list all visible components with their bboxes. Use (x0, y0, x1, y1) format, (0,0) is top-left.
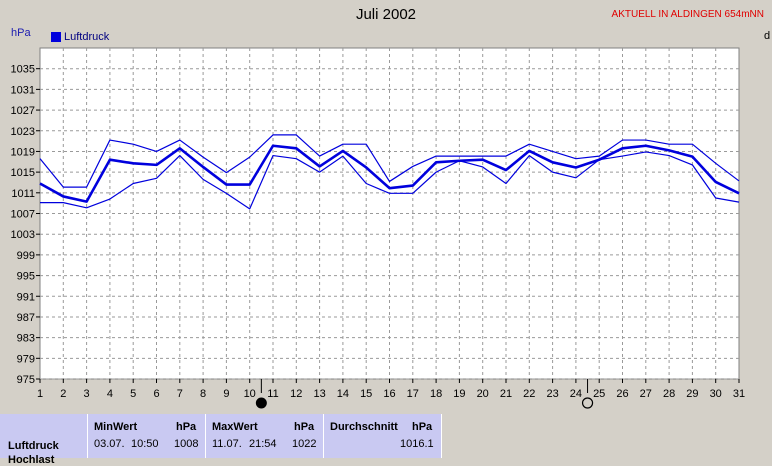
y-tick-label: 1003 (11, 229, 35, 241)
y-tick-label: 995 (17, 271, 35, 283)
avg-header: Durchschnitt (330, 421, 398, 433)
y-tick-label: 999 (17, 250, 35, 262)
legend-swatch (51, 32, 61, 42)
x-tick-label: 21 (500, 388, 512, 400)
avg-value: 1016.1 (400, 438, 434, 450)
min-value: 1008 (174, 438, 199, 450)
min-header: MinWert (94, 421, 138, 433)
y-tick-label: 979 (17, 353, 35, 365)
x-tick-label: 12 (290, 388, 302, 400)
x-tick-label: 31 (733, 388, 745, 400)
x-tick-label: 6 (153, 388, 159, 400)
y-tick-label: 1007 (11, 209, 35, 221)
y-tick-labels: 1035 1031 1027 1023 1019 1015 1011 1007 1003 999 9… (11, 64, 35, 386)
x-tick-label: 2 (60, 388, 66, 400)
y-unit-label: hPa (11, 27, 31, 39)
x-tick-label: 3 (84, 388, 90, 400)
max-unit: hPa (294, 421, 315, 433)
x-tick-label: 10 (244, 388, 256, 400)
y-tick-label: 987 (17, 312, 35, 324)
y-tick-label: 1023 (11, 126, 35, 138)
stats-panel: Luftdruck Hochlast MinWert hPa 03.07. 10… (0, 414, 772, 466)
y-tick-label: 1027 (11, 105, 35, 117)
max-header: MaxWert (212, 421, 258, 433)
min-unit: hPa (176, 421, 197, 433)
x-tick-label: 8 (200, 388, 206, 400)
average-panel: Durchschnitt hPa 1016.1 (324, 414, 442, 458)
stats-label-column: Luftdruck Hochlast (0, 414, 88, 466)
legend-label: Luftdruck (64, 31, 110, 43)
cut-off-label: d (764, 30, 771, 42)
y-tick-label: 975 (17, 374, 35, 386)
min-value-panel: MinWert hPa 03.07. 10:50 1008 (88, 414, 206, 458)
series-line-luftdruck (39, 144, 740, 203)
x-tick-label: 4 (107, 388, 113, 400)
y-tick-label: 1019 (11, 146, 35, 158)
x-tick-label: 1 (37, 388, 43, 400)
x-tick-label: 29 (686, 388, 698, 400)
x-tick-label: 5 (130, 388, 136, 400)
x-tick-label: 25 (593, 388, 605, 400)
x-tick-label: 24 (570, 388, 582, 400)
chart-title: Juli 2002 (355, 6, 417, 23)
series-lines (39, 134, 740, 210)
avg-unit: hPa (412, 421, 433, 433)
y-tick-label: 1035 (11, 64, 35, 76)
min-time: 10:50 (131, 438, 159, 450)
series-line-min (40, 151, 740, 210)
min-date: 03.07. (94, 438, 125, 450)
x-tick-label: 27 (640, 388, 652, 400)
stats-row-label-next: Hochlast (8, 454, 55, 466)
y-tick-label: 1015 (11, 167, 35, 179)
x-tick-label: 28 (663, 388, 675, 400)
x-tick-label: 18 (430, 388, 442, 400)
y-tick-label: 991 (17, 291, 35, 303)
new-moon-icon (255, 397, 267, 409)
max-time: 21:54 (249, 438, 277, 450)
x-tick-label: 26 (616, 388, 628, 400)
x-tick-labels: 1 2 3 4 5 6 7 8 9 10 11 12 13 14 15 16 17 18 19 20 21 22 23 24 2… (37, 388, 745, 400)
x-tick-label: 13 (313, 388, 325, 400)
series-line-max (39, 134, 740, 188)
x-tick-label: 30 (710, 388, 722, 400)
full-moon-icon (581, 397, 594, 409)
pressure-chart: 1035103110271023101910151011100710039999… (11, 47, 745, 409)
y-tick-label: 1011 (11, 188, 35, 200)
x-tick-label: 20 (477, 388, 489, 400)
y-tick-label: 1031 (11, 84, 35, 96)
x-tick-label: 22 (523, 388, 535, 400)
moon-phase-markers (255, 379, 594, 409)
x-tick-label: 9 (223, 388, 229, 400)
x-tick-label: 16 (383, 388, 395, 400)
x-tick-label: 17 (407, 388, 419, 400)
x-tick-label: 23 (546, 388, 558, 400)
max-value-panel: MaxWert hPa 11.07. 21:54 1022 (206, 414, 324, 458)
legend: Luftdruck (51, 31, 109, 43)
max-date: 11.07. (212, 438, 242, 450)
x-tick-label: 19 (453, 388, 465, 400)
max-value: 1022 (292, 438, 317, 450)
stats-row-label: Luftdruck (8, 440, 59, 452)
station-label: AKTUELL IN ALDINGEN 654mNN (611, 9, 764, 20)
x-tick-label: 15 (360, 388, 372, 400)
y-tick-label: 983 (17, 333, 35, 345)
x-tick-label: 11 (267, 388, 278, 400)
x-tick-label: 14 (337, 388, 349, 400)
x-tick-label: 7 (177, 388, 183, 400)
